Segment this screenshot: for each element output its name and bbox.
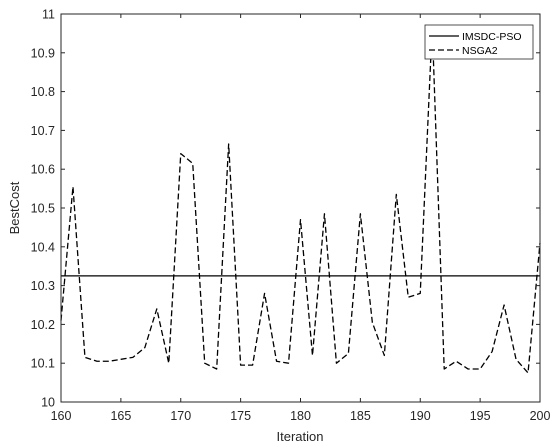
- legend-label-imsdc-pso: IMSDC-PSO: [462, 31, 522, 43]
- y-tick-label: 10.8: [31, 85, 55, 99]
- x-tick-label: 170: [170, 409, 191, 423]
- x-axis: 160 165 170 175 180 185 190 195 200: [51, 14, 550, 423]
- y-axis: 10 10.1 10.2 10.3 10.4 10.5 10.6 10.7 10.8 10.9 11: [31, 8, 540, 410]
- y-tick-label: 10.3: [31, 279, 55, 293]
- y-tick-label: 11: [42, 8, 55, 22]
- legend-label-nsga2: NSGA2: [462, 45, 498, 57]
- y-tick-label: 10: [41, 396, 55, 410]
- x-tick-label: 180: [290, 409, 311, 423]
- y-tick-label: 10.7: [31, 124, 55, 138]
- plot-area: [61, 14, 540, 402]
- legend-box: [424, 24, 534, 60]
- x-tick-label: 165: [110, 409, 131, 423]
- x-tick-label: 185: [350, 409, 371, 423]
- y-tick-label: 10.1: [31, 357, 55, 371]
- y-tick-label: 10.2: [31, 318, 55, 332]
- x-tick-label: 195: [470, 409, 491, 423]
- series-layer: [60, 24, 541, 374]
- x-tick-label: 190: [410, 409, 431, 423]
- y-tick-label: 10.6: [31, 163, 55, 177]
- x-axis-label: Iteration: [277, 429, 324, 444]
- legend: IMSDC-PSO NSGA2: [424, 24, 534, 60]
- y-tick-label: 10.9: [31, 46, 55, 60]
- y-tick-label: 10.5: [31, 202, 55, 216]
- y-tick-label: 10.4: [31, 240, 55, 254]
- x-tick-label: 160: [51, 409, 72, 423]
- x-tick-label: 200: [530, 409, 550, 423]
- y-axis-label: BestCost: [7, 181, 22, 234]
- series-line-nsga2: [60, 24, 541, 374]
- x-tick-label: 175: [230, 409, 251, 423]
